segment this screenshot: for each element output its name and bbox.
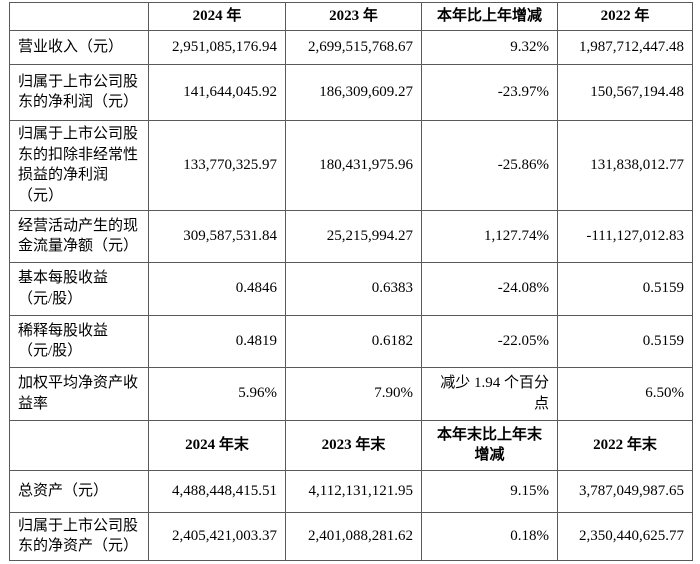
value-2023: 4,112,131,121.95: [285, 469, 422, 513]
value-2022: 2,350,440,625.77: [557, 511, 693, 562]
value-2024: 0.4846: [148, 261, 286, 316]
value-2024: 2,405,421,003.37: [148, 511, 286, 562]
col-header-2024: 2024 年: [148, 2, 286, 31]
value-change: 9.32%: [421, 29, 558, 65]
value-2022: 131,838,012.77: [557, 119, 693, 211]
financial-summary-table: 2024 年 2023 年 本年比上年增减 2022 年 营业收入（元） 2,9…: [9, 2, 693, 562]
col-header-2023-end: 2023 年末: [285, 419, 422, 471]
row-label: 归属于上市公司股东的净资产（元）: [9, 511, 149, 562]
row-basic-eps: 基本每股收益（元/股） 0.4846 0.6383 -24.08% 0.5159: [9, 261, 693, 316]
period-end-header-row: 2024 年末 2023 年末 本年末比上年末增减 2022 年末: [9, 419, 693, 471]
row-label: 总资产（元）: [9, 469, 149, 513]
col-header-2023: 2023 年: [285, 2, 422, 31]
row-operating-cash-flow: 经营活动产生的现金流量净额（元） 309,587,531.84 25,215,9…: [9, 209, 693, 263]
value-2022: 6.50%: [557, 366, 693, 421]
value-2024: 0.4819: [148, 314, 286, 368]
corner-cell: [9, 2, 149, 31]
value-change: 减少 1.94 个百分点: [421, 366, 558, 421]
row-label: 基本每股收益（元/股）: [9, 261, 149, 316]
value-2023: 0.6383: [285, 261, 422, 316]
value-2023: 2,699,515,768.67: [285, 29, 422, 65]
value-2023: 2,401,088,281.62: [285, 511, 422, 562]
value-2022: -111,127,012.83: [557, 209, 693, 263]
value-change: 1,127.74%: [421, 209, 558, 263]
row-label: 加权平均净资产收益率: [9, 366, 149, 421]
col-header-end-change: 本年末比上年末增减: [421, 419, 558, 471]
corner-cell: [9, 419, 149, 471]
row-net-profit: 归属于上市公司股东的净利润（元） 141,644,045.92 186,309,…: [9, 63, 693, 121]
value-change: -22.05%: [421, 314, 558, 368]
row-label: 稀释每股收益（元/股）: [9, 314, 149, 368]
value-2022: 150,567,194.48: [557, 63, 693, 121]
col-header-2022-end: 2022 年末: [557, 419, 693, 471]
col-header-yoy-change: 本年比上年增减: [421, 2, 558, 31]
value-2024: 133,770,325.97: [148, 119, 286, 211]
row-operating-revenue: 营业收入（元） 2,951,085,176.94 2,699,515,768.6…: [9, 29, 693, 65]
value-2023: 7.90%: [285, 366, 422, 421]
col-header-2024-end: 2024 年末: [148, 419, 286, 471]
value-change: 0.18%: [421, 511, 558, 562]
value-2022: 0.5159: [557, 314, 693, 368]
row-label: 归属于上市公司股东的扣除非经常性损益的净利润（元）: [9, 119, 149, 211]
value-2024: 5.96%: [148, 366, 286, 421]
annual-header-row: 2024 年 2023 年 本年比上年增减 2022 年: [9, 2, 693, 31]
value-2022: 3,787,049,987.65: [557, 469, 693, 513]
value-change: -23.97%: [421, 63, 558, 121]
row-weighted-avg-roe: 加权平均净资产收益率 5.96% 7.90% 减少 1.94 个百分点 6.50…: [9, 366, 693, 421]
value-2024: 2,951,085,176.94: [148, 29, 286, 65]
value-2024: 4,488,448,415.51: [148, 469, 286, 513]
value-2023: 186,309,609.27: [285, 63, 422, 121]
value-2022: 0.5159: [557, 261, 693, 316]
value-2023: 180,431,975.96: [285, 119, 422, 211]
value-change: -25.86%: [421, 119, 558, 211]
row-label: 营业收入（元）: [9, 29, 149, 65]
row-net-assets: 归属于上市公司股东的净资产（元） 2,405,421,003.37 2,401,…: [9, 511, 693, 562]
row-diluted-eps: 稀释每股收益（元/股） 0.4819 0.6182 -22.05% 0.5159: [9, 314, 693, 368]
value-2024: 309,587,531.84: [148, 209, 286, 263]
value-change: 9.15%: [421, 469, 558, 513]
row-label: 归属于上市公司股东的净利润（元）: [9, 63, 149, 121]
row-net-profit-deducted: 归属于上市公司股东的扣除非经常性损益的净利润（元） 133,770,325.97…: [9, 119, 693, 211]
row-total-assets: 总资产（元） 4,488,448,415.51 4,112,131,121.95…: [9, 469, 693, 513]
value-2022: 1,987,712,447.48: [557, 29, 693, 65]
col-header-2022: 2022 年: [557, 2, 693, 31]
value-2023: 0.6182: [285, 314, 422, 368]
row-label: 经营活动产生的现金流量净额（元）: [9, 209, 149, 263]
value-2023: 25,215,994.27: [285, 209, 422, 263]
value-change: -24.08%: [421, 261, 558, 316]
value-2024: 141,644,045.92: [148, 63, 286, 121]
